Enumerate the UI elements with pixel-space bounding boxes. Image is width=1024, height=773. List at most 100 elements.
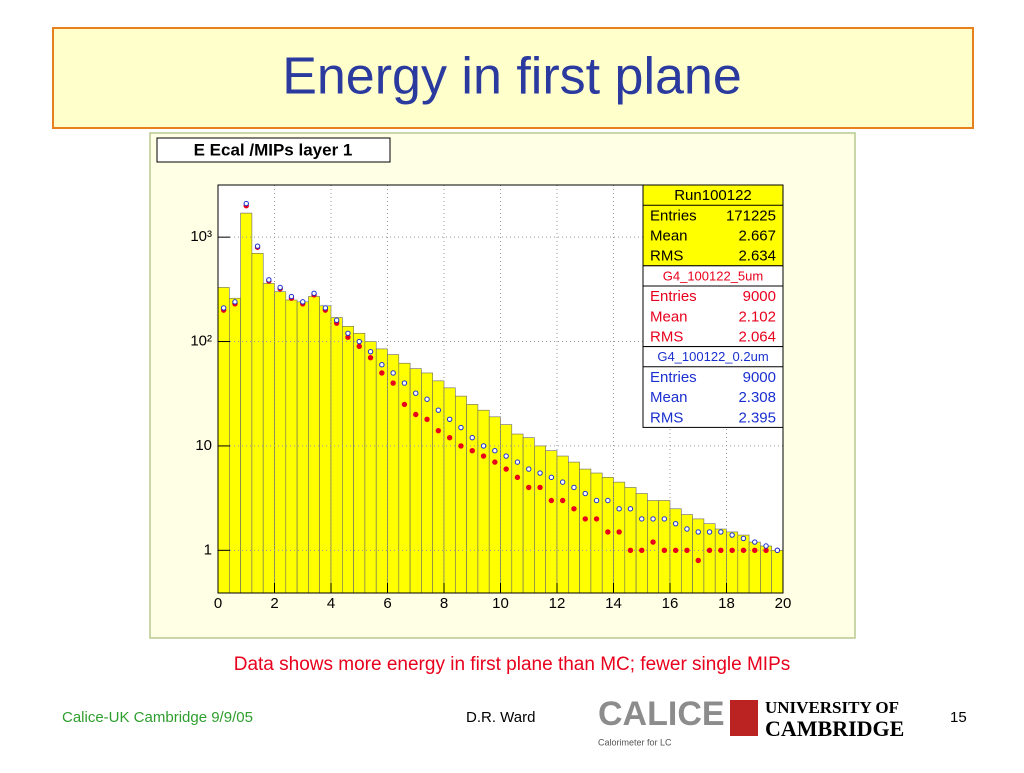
- x-tick-label: 10: [492, 595, 509, 612]
- hist-bar: [341, 325, 354, 594]
- mc-point: [367, 355, 374, 361]
- mc-point: [401, 401, 408, 408]
- mc-point: [390, 380, 396, 386]
- mc-point: [706, 547, 713, 554]
- hist-bar: [217, 287, 230, 594]
- hist-bar: [534, 445, 547, 594]
- mc-point: [627, 547, 634, 554]
- mc-point: [526, 484, 532, 491]
- mc-point: [616, 506, 622, 512]
- mc-point: [243, 200, 249, 207]
- mc-point: [503, 466, 509, 472]
- mc-point: [605, 497, 611, 504]
- hist-bar: [274, 291, 287, 594]
- hist-bar: [251, 253, 264, 594]
- stats-label: Mean: [650, 227, 688, 244]
- mc-point: [514, 459, 521, 465]
- mc-point: [548, 497, 555, 504]
- stats-value: 171225: [726, 207, 776, 224]
- stats-value: 2.064: [738, 328, 776, 345]
- mc-point: [311, 290, 317, 296]
- mc-point: [266, 277, 272, 283]
- stats-box: [642, 265, 784, 348]
- hist-bar: [364, 341, 377, 594]
- mc-point: [729, 547, 735, 554]
- mc-point: [480, 453, 487, 459]
- stats-value: 2.102: [738, 308, 776, 325]
- slide-title: Energy in first plane: [282, 48, 742, 106]
- mc-point: [571, 506, 577, 512]
- mc-point: [763, 543, 769, 549]
- mc-point: [446, 434, 453, 441]
- mc-point: [593, 497, 600, 504]
- x-tick-label: 14: [605, 595, 622, 612]
- hist-bar: [488, 416, 501, 594]
- mc-point: [695, 529, 701, 535]
- hist-bar: [545, 450, 558, 594]
- mc-point: [300, 299, 306, 305]
- calice-sub: Calorimeter for LC: [598, 737, 672, 747]
- x-tick-label: 4: [327, 595, 335, 612]
- mc-point: [695, 557, 701, 564]
- mc-point: [469, 448, 475, 454]
- mc-point: [672, 520, 679, 527]
- mc-point: [390, 370, 396, 376]
- hist-bar: [240, 212, 253, 594]
- hist-bar: [726, 531, 739, 594]
- mc-point: [492, 459, 498, 465]
- page-number: 15: [950, 709, 967, 726]
- stats-title: G4_100122_0.2um: [657, 349, 768, 364]
- mc-point: [413, 390, 419, 396]
- hist-bar: [398, 362, 411, 594]
- mc-point: [605, 529, 611, 535]
- mc-point: [401, 380, 408, 386]
- hist-bar: [511, 433, 524, 594]
- mc-point: [469, 434, 475, 441]
- hist-bar: [262, 283, 275, 594]
- hist-bar: [500, 424, 513, 594]
- hist-bar: [477, 409, 490, 594]
- hist-bar: [714, 528, 727, 594]
- y-tick-label: 1: [204, 541, 212, 558]
- x-tick-label: 2: [270, 595, 278, 612]
- hist-bar: [760, 545, 773, 594]
- mc-point: [356, 343, 362, 350]
- hist-bar: [737, 534, 750, 594]
- mc-point: [220, 305, 227, 311]
- mc-point: [684, 547, 690, 554]
- calice-logo: CALICE: [598, 695, 725, 733]
- hist-bar: [421, 372, 433, 594]
- hist-bar: [308, 296, 320, 594]
- mc-point: [718, 529, 724, 535]
- mc-point: [424, 396, 430, 402]
- stats-label: Mean: [650, 308, 688, 325]
- hist-bar: [387, 354, 400, 594]
- univ-1: UNIVERSITY OF: [765, 698, 899, 717]
- x-tick-label: 6: [383, 595, 391, 612]
- x-tick-label: 18: [718, 595, 735, 612]
- mc-point: [458, 443, 464, 449]
- mc-point: [639, 547, 645, 554]
- stats-value: 2.634: [738, 248, 776, 265]
- stats-label: RMS: [650, 409, 683, 426]
- mc-point: [672, 547, 679, 554]
- hist-bar: [601, 477, 614, 594]
- mc-point: [367, 348, 374, 355]
- mc-point: [424, 416, 430, 422]
- mc-point: [752, 539, 758, 545]
- mc-point: [650, 516, 656, 522]
- x-tick-label: 16: [662, 595, 679, 612]
- footer-left: Calice-UK Cambridge 9/9/05: [62, 709, 253, 726]
- mc-point: [548, 474, 555, 481]
- hist-bar: [522, 437, 535, 594]
- stats-value: 2.395: [738, 409, 776, 426]
- x-tick-label: 0: [214, 595, 222, 612]
- univ-2: CAMBRIDGE: [765, 716, 904, 741]
- mc-point: [356, 338, 362, 345]
- title-box: [52, 27, 974, 129]
- mc-point: [379, 370, 385, 376]
- mc-point: [729, 532, 735, 538]
- caption: Data shows more energy in first plane th…: [234, 654, 791, 675]
